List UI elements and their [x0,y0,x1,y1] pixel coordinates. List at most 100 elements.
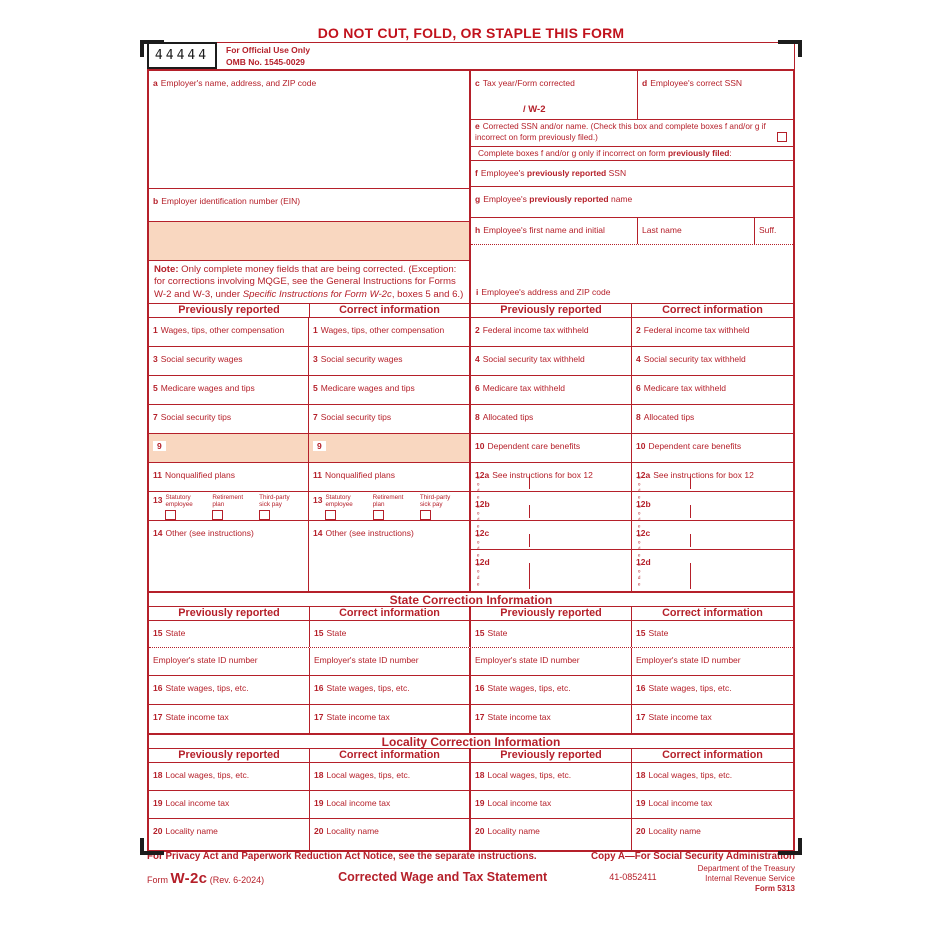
row-box15: 15 State 15 State 15 State 15 State [149,620,793,647]
third-party-sick-pay-label: Third-party sick pay [419,494,451,509]
box-17-label: State income tax [326,712,390,722]
statutory-employee-option: Statutory employee [165,494,207,520]
corrected-ssn-checkbox[interactable] [777,132,787,142]
box-13-correct: 13 Statutory employee Retirement plan Th… [309,492,469,520]
code-divider [690,563,691,589]
box-11-num: 11 [153,470,162,480]
box-5-num: 5 [313,383,318,393]
box-d-letter: d [642,78,648,88]
retirement-plan-checkbox[interactable] [372,510,384,520]
footer-notice-row: For Privacy Act and Paperwork Reduction … [147,851,795,862]
box-1-num: 1 [153,325,158,335]
box-10-label: Dependent care benefits [487,441,581,451]
form-id-block: Form W-2c (Rev. 6-2024) [147,870,264,887]
box-14-previous: 14 Other (see instructions) [149,521,309,591]
box-12b-correct: 12b Code [632,492,793,530]
row-box19: 19 Local income tax 19 Local income tax 19… [149,790,793,818]
box-5-correct: 5 Medicare wages and tips [309,376,469,404]
box-6-previous: 6 Medicare tax withheld [471,376,632,404]
box-9-correct: 9 [309,434,469,462]
box-4-label: Social security tax withheld [482,354,585,364]
third-party-sick-pay-checkbox[interactable] [419,510,431,520]
third-party-sick-pay-option: Third-party sick pay [419,494,462,520]
code-divider [529,563,530,589]
box-10-num: 10 [636,441,646,451]
box-2-num: 2 [636,325,641,335]
box-19-num: 19 [153,798,163,808]
box-12d-num: 12d [475,557,490,567]
box-10-label: Dependent care benefits [648,441,742,451]
box-i-address: i Employee's address and ZIP code [471,282,793,303]
box-10-previous: 10 Dependent care benefits [471,434,632,462]
box-6-label: Medicare tax withheld [482,383,565,393]
box-4-num: 4 [636,354,641,364]
box-15-cell: 15 State [471,621,632,647]
box-18-label: Local wages, tips, etc. [326,770,411,780]
box-12c-num: 12c [475,528,490,538]
third-party-sick-pay-checkbox[interactable] [259,510,271,520]
box-16-cell: 16 State wages, tips, etc. [310,676,471,704]
box-16-label: State wages, tips, etc. [326,683,410,693]
money-left-half: 1 Wages, tips, other compensation 1 Wages,… [149,317,471,591]
h-suffix-cell: Suff. [755,218,793,244]
box-15-label: State [326,628,347,638]
box-2-label: Federal income tax withheld [643,325,750,335]
box-19-cell: 19 Local income tax [149,791,310,818]
box-b-ein: b Employer identification number (EIN) [149,188,469,221]
privacy-act-notice: For Privacy Act and Paperwork Reduction … [147,851,537,862]
box-3-previous: 3 Social security wages [149,347,309,375]
code-column-label: Code [636,475,642,501]
box-1-correct: 1 Wages, tips, other compensation [309,318,469,346]
header-prev-4: Previously reported [471,607,632,620]
box-15-num: 15 [314,628,324,638]
row-box3: 3 Social security wages 3 Social security … [149,346,469,375]
box-12b-num: 12b [636,499,651,509]
code-column-label: Code [636,562,642,588]
box-18-label: Local wages, tips, etc. [487,770,572,780]
box-h-label: Employee's first name and initial [483,225,605,235]
box-15-num: 15 [153,628,163,638]
box-8-label: Allocated tips [482,412,534,422]
form-code-box: 44444 [147,42,217,69]
box-6-num: 6 [636,383,641,393]
box-4-correct: 4 Social security tax withheld [632,347,793,375]
box-18-label: Local wages, tips, etc. [165,770,250,780]
header-correct-6: Correct information [662,749,763,761]
retirement-plan-checkbox[interactable] [212,510,224,520]
box-18-cell: 18 Local wages, tips, etc. [632,763,793,790]
state-id-label: Employer's state ID number [153,655,258,665]
box-h-i-block: h Employee's first name and initial Last … [471,217,793,303]
box-18-cell: 18 Local wages, tips, etc. [310,763,471,790]
box-20-label: Locality name [487,826,540,836]
box-12d-correct: 12d Code [632,550,793,591]
code-column-label: Code [636,504,642,530]
row-box8: 8 Allocated tips 8 Allocated tips [471,404,793,433]
box-20-num: 20 [314,826,324,836]
box-16-label: State wages, tips, etc. [648,683,732,693]
box-1-num: 1 [313,325,318,335]
statutory-employee-checkbox[interactable] [325,510,337,520]
box-16-cell: 16 State wages, tips, etc. [632,676,793,704]
box-e-label: Corrected SSN and/or name. (Check this b… [475,122,766,142]
box-3-num: 3 [313,354,318,364]
statutory-employee-checkbox[interactable] [165,510,177,520]
box-14-num: 14 [153,528,163,538]
box-g-bold: previously reported [529,194,609,204]
box-17-num: 17 [475,712,485,722]
box-17-cell: 17 State income tax [471,705,632,733]
treasury-block: Department of the Treasury Internal Reve… [698,864,795,894]
box-12c-correct: 12c Code [632,521,793,559]
header-prev-3: Previously reported [149,607,310,620]
note-bold: Note: [154,264,179,275]
box-i-letter: i [476,287,479,297]
row-box12d: 12d Code 12d Code [471,549,793,591]
box-11-correct: 11 Nonqualified plans [309,463,469,491]
box-a-label: Employer's name, address, and ZIP code [160,78,317,88]
box-12a-label: See instructions for box 12 [492,470,593,480]
row-box14: 14 Other (see instructions) 14 Other (see … [149,520,469,591]
complete-note-bold: previously filed [667,148,730,158]
box-5-label: Medicare wages and tips [320,383,415,393]
box-i-label: Employee's address and ZIP code [481,287,611,297]
box-8-num: 8 [636,412,641,422]
